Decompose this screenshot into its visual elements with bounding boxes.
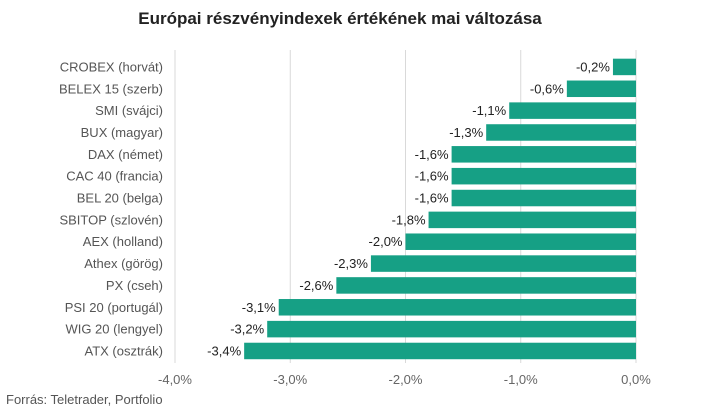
bar bbox=[244, 342, 636, 360]
category-label: SMI (svájci) bbox=[95, 103, 163, 118]
category-label: CAC 40 (francia) bbox=[66, 169, 163, 184]
category-label: PX (cseh) bbox=[106, 278, 163, 293]
bar bbox=[370, 255, 636, 272]
bar bbox=[566, 80, 636, 98]
value-label: -0,2% bbox=[576, 59, 610, 74]
category-label: ATX (osztrák) bbox=[85, 343, 164, 358]
bar bbox=[612, 58, 636, 76]
category-label: BELEX 15 (szerb) bbox=[59, 81, 163, 96]
category-label: WIG 20 (lengyel) bbox=[65, 322, 163, 337]
bar bbox=[509, 102, 636, 119]
category-label: BUX (magyar) bbox=[81, 125, 163, 140]
x-tick-label: -2,0% bbox=[389, 372, 423, 387]
chart-title: Európai részvényindexek értékének mai vá… bbox=[138, 9, 542, 28]
x-tick-label: -3,0% bbox=[273, 372, 307, 387]
category-label: Athex (görög) bbox=[84, 256, 163, 271]
bar bbox=[267, 320, 636, 338]
value-label: -1,3% bbox=[449, 125, 483, 140]
value-label: -2,0% bbox=[369, 234, 403, 249]
x-tick-label: 0,0% bbox=[621, 372, 651, 387]
bar bbox=[451, 189, 636, 207]
bar bbox=[486, 124, 636, 141]
bar bbox=[278, 299, 636, 316]
x-tick-label: -4,0% bbox=[158, 372, 192, 387]
category-label: DAX (német) bbox=[88, 147, 163, 162]
value-label: -3,1% bbox=[242, 300, 276, 315]
category-label: AEX (holland) bbox=[83, 234, 163, 249]
bar bbox=[451, 167, 636, 185]
value-label: -0,6% bbox=[530, 81, 564, 96]
value-label: -3,2% bbox=[230, 322, 264, 337]
value-labels: -0,2%-0,6%-1,1%-1,3%-1,6%-1,6%-1,6%-1,8%… bbox=[207, 59, 610, 358]
value-label: -1,6% bbox=[415, 147, 449, 162]
bar bbox=[451, 146, 636, 163]
value-label: -1,8% bbox=[392, 212, 426, 227]
category-label: CROBEX (horvát) bbox=[60, 59, 163, 74]
value-label: -1,1% bbox=[472, 103, 506, 118]
category-labels: CROBEX (horvát) BELEX 15 (szerb) SMI (sváj… bbox=[59, 59, 163, 358]
source-note: Forrás: Teletrader, Portfolio bbox=[6, 392, 163, 407]
category-label: PSI 20 (portugál) bbox=[65, 300, 163, 315]
x-tick-label: -1,0% bbox=[504, 372, 538, 387]
x-axis-ticks: -4,0% -3,0% -2,0% -1,0% 0,0% bbox=[158, 372, 651, 387]
value-label: -2,6% bbox=[299, 278, 333, 293]
value-label: -3,4% bbox=[207, 343, 241, 358]
category-label: BEL 20 (belga) bbox=[77, 191, 163, 206]
value-label: -2,3% bbox=[334, 256, 368, 271]
bar bbox=[336, 277, 636, 294]
value-label: -1,6% bbox=[415, 169, 449, 184]
category-label: SBITOP (szlovén) bbox=[59, 212, 163, 227]
bars bbox=[244, 58, 636, 360]
bar bbox=[428, 211, 636, 229]
bar bbox=[405, 233, 636, 250]
value-label: -1,6% bbox=[415, 191, 449, 206]
